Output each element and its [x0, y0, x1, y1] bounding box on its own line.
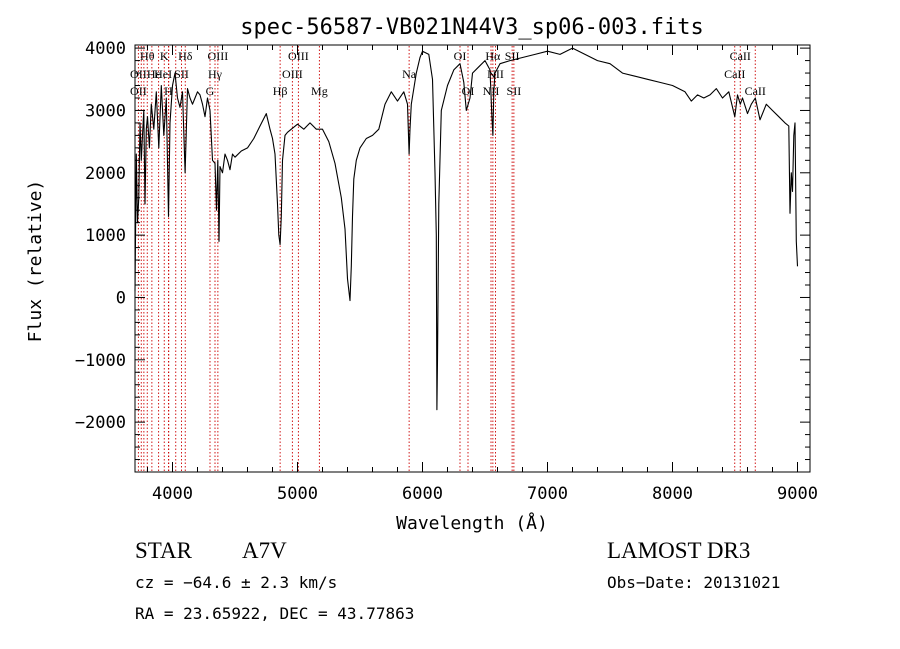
spectral-line-label: OIII — [282, 67, 303, 81]
spectral-line-label: CaII — [745, 84, 766, 98]
spectral-line-markers — [137, 46, 756, 471]
spectral-line-label: NII — [487, 67, 504, 81]
spectral-line-label: Hγ — [208, 67, 223, 81]
y-tick-label: 1000 — [85, 226, 126, 246]
y-tick-label: −2000 — [75, 413, 126, 433]
spectral-line-label: G — [206, 84, 215, 98]
x-tick-label: 9000 — [777, 484, 818, 504]
x-tick-label: 4000 — [152, 484, 193, 504]
y-axis-label: Flux (relative) — [25, 180, 46, 343]
spectral-line-label: CaII — [730, 49, 751, 63]
spectral-line-label: OIII — [208, 49, 229, 63]
y-axis: −2000 −1000 0 1000 2000 3000 4000 — [75, 39, 810, 461]
spectral-line-label: Mg — [311, 84, 328, 98]
spectral-line-label: Hε — [147, 67, 161, 81]
spectral-line-label: K — [160, 49, 169, 63]
spectral-line-label: Na — [402, 67, 417, 81]
redshift-text: cz = −64.6 ± 2.3 km/s — [135, 573, 338, 592]
spectral-line-label: CaII — [724, 67, 745, 81]
x-tick-label: 5000 — [277, 484, 318, 504]
spectral-line-label: OI — [454, 49, 467, 63]
spectral-line-label: Hδ — [178, 49, 193, 63]
spectral-line-label: OII — [130, 84, 147, 98]
obs-date: Obs−Date: 20131021 — [607, 573, 781, 592]
x-axis-label: Wavelength (Å) — [396, 512, 548, 534]
spectral-line-label: Hθ — [140, 49, 155, 63]
spectral-line-label: H — [164, 84, 173, 98]
spectral-line-label: SII — [174, 67, 189, 81]
spectrum-line — [134, 47, 799, 411]
spectral-line-label: HeI — [154, 67, 172, 81]
spectral-line-label: SII — [507, 84, 522, 98]
y-tick-label: −1000 — [75, 351, 126, 371]
object-class: STAR — [135, 538, 192, 563]
coordinates: RA = 23.65922, DEC = 43.77863 — [135, 604, 415, 623]
spectral-line-label: Hβ — [273, 84, 288, 98]
x-tick-label: 7000 — [527, 484, 568, 504]
chart-title: spec-56587-VB021N44V3_sp06-003.fits — [240, 15, 704, 40]
y-tick-label: 0 — [116, 288, 126, 308]
y-tick-label: 3000 — [85, 101, 126, 121]
spectral-line-label: OII — [130, 67, 147, 81]
object-subclass: A7V — [242, 538, 287, 563]
x-tick-label: 6000 — [402, 484, 443, 504]
x-tick-label: 8000 — [652, 484, 693, 504]
spectral-line-label: SII — [505, 49, 520, 63]
spectral-line-label: OIII — [288, 49, 309, 63]
x-axis: 4000 5000 6000 7000 8000 9000 — [147, 45, 818, 504]
spectral-line-label: Hα — [485, 49, 501, 63]
plot-frame — [134, 44, 811, 473]
y-tick-label: 4000 — [85, 39, 126, 59]
survey-name: LAMOST DR3 — [607, 538, 751, 563]
y-tick-label: 2000 — [85, 164, 126, 184]
spectral-line-label: OI — [462, 84, 475, 98]
